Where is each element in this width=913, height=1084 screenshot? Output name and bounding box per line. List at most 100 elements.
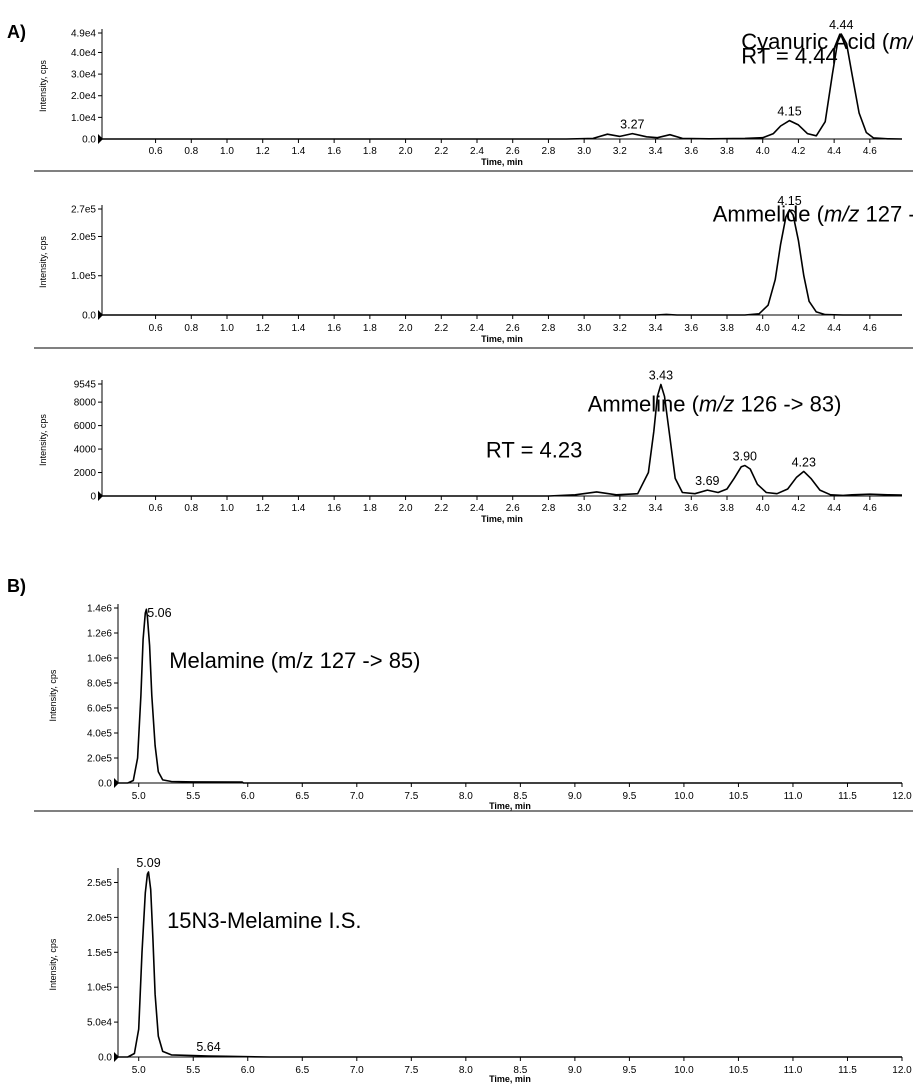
y-axis-title: Intensity, cps: [38, 414, 48, 466]
x-tick-label: 2.6: [506, 323, 520, 334]
x-tick-label: 11.0: [784, 791, 803, 802]
x-tick-label: 3.0: [577, 503, 591, 514]
annotation-part: m/z: [889, 29, 913, 54]
annotation-part: 126 -> 83): [734, 392, 841, 417]
x-tick-label: 3.2: [613, 146, 627, 157]
y-axis-title: Intensity, cps: [48, 669, 58, 721]
x-tick-label: 5.5: [186, 1065, 200, 1076]
y-tick-label: 2.0e5: [71, 232, 96, 243]
y-axis-title: Intensity, cps: [38, 236, 48, 288]
x-tick-label: 11.5: [838, 1065, 857, 1076]
annotation-part: m/z: [824, 202, 859, 227]
compound-annotation: Ammelide (m/z 127 -> 84): [713, 202, 913, 227]
annotation-part: 15N3-Melamine I.S.: [167, 908, 361, 933]
y-tick-label: 2.0e5: [87, 913, 112, 924]
x-tick-label: 11.5: [838, 791, 857, 802]
x-tick-label: 1.2: [256, 503, 270, 514]
x-tick-label: 1.6: [327, 323, 341, 334]
x-tick-label: 4.6: [863, 503, 877, 514]
x-tick-label: 1.8: [363, 503, 377, 514]
y-tick-label: 1.5e5: [87, 948, 112, 959]
x-tick-label: 4.0: [756, 503, 770, 514]
x-tick-label: 3.6: [684, 323, 698, 334]
x-axis-title: Time, min: [489, 1074, 531, 1084]
x-tick-label: 8.5: [513, 791, 527, 802]
x-tick-label: 4.6: [863, 323, 877, 334]
x-tick-label: 1.4: [291, 146, 305, 157]
x-tick-label: 2.6: [506, 503, 520, 514]
chromatogram-trace: [118, 608, 902, 784]
y-tick-label: 1.0e6: [87, 654, 112, 665]
y-tick-label: 0.0: [98, 779, 112, 790]
x-tick-label: 4.2: [791, 146, 805, 157]
annotation-part: Ammelide (: [713, 202, 825, 227]
annotation-part: Ammeline (: [588, 392, 700, 417]
x-tick-label: 6.0: [241, 791, 255, 802]
y-tick-label: 4000: [74, 445, 97, 456]
x-tick-label: 1.4: [291, 323, 305, 334]
x-tick-label: 1.2: [256, 323, 270, 334]
x-tick-label: 1.0: [220, 503, 234, 514]
x-tick-label: 2.2: [434, 146, 448, 157]
chromatogram-trace: [102, 383, 903, 497]
y-tick-label: 4.9e4: [71, 29, 96, 40]
compound-annotation: Ammeline (m/z 126 -> 83): [588, 392, 842, 417]
peak-label: 3.69: [695, 474, 719, 488]
x-tick-label: 2.2: [434, 503, 448, 514]
peak-label: 4.23: [792, 455, 816, 469]
annotation-part: Cyanuric Acid (: [741, 29, 890, 54]
x-axis-title: Time, min: [481, 334, 523, 344]
x-tick-label: 2.4: [470, 503, 484, 514]
x-tick-label: 1.0: [220, 323, 234, 334]
x-tick-label: 3.0: [577, 146, 591, 157]
x-tick-label: 1.4: [291, 503, 305, 514]
x-tick-label: 4.6: [863, 146, 877, 157]
peak-label: 4.15: [777, 105, 801, 119]
x-tick-label: 4.4: [827, 503, 841, 514]
x-tick-label: 9.0: [568, 791, 582, 802]
chromatogram-trace: [102, 33, 903, 140]
x-tick-label: 3.8: [720, 146, 734, 157]
x-tick-label: 3.4: [649, 503, 663, 514]
annotation-part: 127 -> 84): [859, 202, 913, 227]
y-tick-label: 5.0e4: [87, 1018, 112, 1029]
y-axis-title: Intensity, cps: [38, 60, 48, 112]
x-tick-label: 11.0: [784, 1065, 803, 1076]
x-tick-label: 4.0: [756, 146, 770, 157]
y-tick-label: 2.7e5: [71, 205, 96, 216]
y-tick-label: 2.0e4: [71, 91, 96, 102]
x-tick-label: 3.6: [684, 503, 698, 514]
x-axis-title: Time, min: [481, 514, 523, 524]
y-tick-label: 0.0: [98, 1053, 112, 1064]
peak-label: 3.43: [649, 369, 673, 383]
y-tick-label: 1.0e5: [87, 983, 112, 994]
x-tick-label: 0.6: [149, 323, 163, 334]
annotation-part: RT = 4.23: [486, 437, 582, 462]
x-tick-label: 4.4: [827, 323, 841, 334]
y-tick-label: 0.0: [82, 135, 96, 146]
x-tick-label: 1.8: [363, 323, 377, 334]
x-tick-label: 9.5: [622, 791, 636, 802]
x-tick-label: 2.4: [470, 146, 484, 157]
x-tick-label: 3.2: [613, 323, 627, 334]
x-tick-label: 6.5: [295, 1065, 309, 1076]
chart-panel-3: 0.6 0.8 1.0 1.2 1.4 1.6 1.8 2.0 2.2 2.4 2.6 2.8 3.0 3…: [38, 369, 903, 524]
x-tick-label: 3.4: [649, 323, 663, 334]
peak-label: 5.09: [136, 856, 160, 870]
peak-label: 3.90: [733, 449, 757, 463]
x-tick-label: 8.0: [459, 791, 473, 802]
x-tick-label: 2.6: [506, 146, 520, 157]
y-tick-label: 2.5e5: [87, 878, 112, 889]
x-tick-label: 7.5: [404, 791, 418, 802]
y-tick-label: 1.2e6: [87, 629, 112, 640]
x-tick-label: 12.0: [892, 1065, 912, 1076]
x-tick-label: 6.0: [241, 1065, 255, 1076]
x-tick-label: 3.8: [720, 503, 734, 514]
peak-label: 5.64: [196, 1040, 220, 1054]
x-tick-label: 1.8: [363, 146, 377, 157]
x-tick-label: 5.5: [186, 791, 200, 802]
x-tick-label: 2.8: [541, 323, 555, 334]
y-tick-label: 1.0e5: [71, 271, 96, 282]
x-tick-label: 0.6: [149, 503, 163, 514]
